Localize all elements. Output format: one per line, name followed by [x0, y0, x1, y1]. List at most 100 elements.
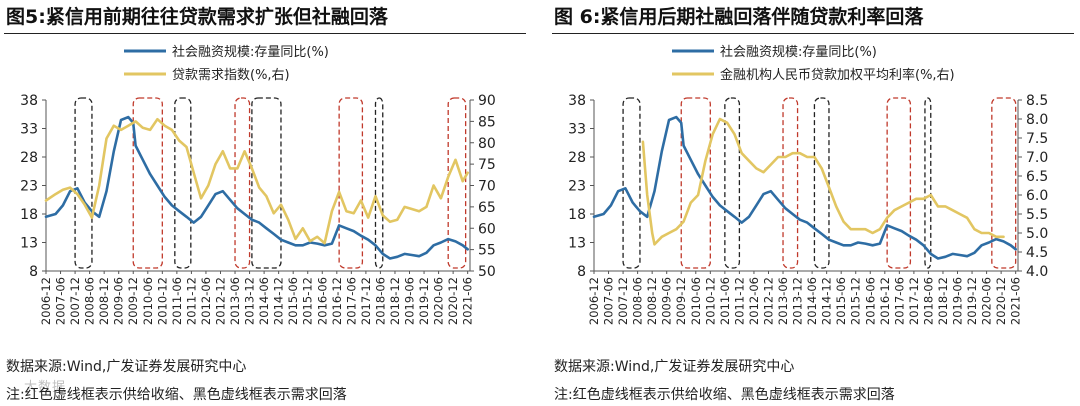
- y-right-tick-label: 7.5: [1026, 131, 1048, 147]
- chart-panel-left: 图5:紧信用前期往往贷款需求扩张但社融回落 8 13 18 23 28 33 38 50 55 6…: [0, 0, 530, 406]
- y-right-tick-label: 5.5: [1026, 207, 1048, 223]
- x-tick-label: 2021-06: [461, 277, 475, 325]
- y-left-tick-label: 33: [568, 122, 586, 138]
- x-tick-label: 2012-06: [199, 277, 213, 325]
- x-tick-label: 2014-12: [272, 277, 286, 325]
- y-right-tick-label: 6.0: [1026, 188, 1048, 204]
- x-tick-label: 2018-06: [373, 277, 387, 325]
- series-line-tsf-growth: [592, 115, 1018, 260]
- x-tick-label: 2007-06: [54, 277, 68, 325]
- x-tick-label: 2016-12: [878, 277, 892, 325]
- series-line-right-axis: [641, 117, 1005, 246]
- x-tick-label: 2019-06: [951, 277, 965, 325]
- supply-contraction-box: [680, 97, 711, 269]
- x-tick-label: 2015-12: [849, 277, 863, 325]
- supply-contraction-box: [782, 97, 799, 269]
- chart-panel-right: 图 6:紧信用后期社融回落伴随贷款利率回落 8 13 18 23 28 33 38 4.0 4.…: [548, 0, 1078, 406]
- demand-decline-box: [924, 97, 932, 269]
- y-left-tick-label: 18: [568, 207, 586, 223]
- x-tick-label: 2016-06: [863, 277, 877, 325]
- x-tick-label: 2015-06: [286, 277, 300, 325]
- x-tick-label: 2008-06: [83, 277, 97, 325]
- y-right-tick-label: 4.5: [1026, 245, 1048, 261]
- x-tick-label: 2012-12: [213, 277, 227, 325]
- y-left-tick-label: 28: [568, 150, 586, 166]
- y-right-tick-label: 60: [478, 221, 496, 237]
- series-line-tsf-growth: [44, 115, 470, 260]
- supply-contraction-box: [886, 97, 912, 269]
- source-note: 数据来源:Wind,广发证券发展研究中心: [6, 359, 247, 375]
- series-line-right-axis: [44, 117, 470, 245]
- x-tick-label: 2007-06: [602, 277, 616, 325]
- footnote: 注:红色虚线框表示供给收缩、黑色虚线框表示需求回落: [6, 387, 347, 403]
- x-tick-label: 2018-12: [388, 277, 402, 325]
- x-tick-label: 2009-12: [126, 277, 140, 325]
- demand-decline-box: [374, 97, 384, 269]
- x-tick-label: 2009-06: [660, 277, 674, 325]
- supply-contraction-box: [991, 97, 1017, 269]
- x-tick-label: 2010-06: [689, 277, 703, 325]
- x-tick-label: 2020-06: [980, 277, 994, 325]
- x-tick-label: 2010-06: [141, 277, 155, 325]
- supply-contraction-box: [338, 97, 364, 269]
- y-right-tick-label: 65: [478, 200, 496, 216]
- legend-label: 社会融资规模:存量同比(%): [720, 44, 877, 60]
- y-right-tick-label: 4.0: [1026, 264, 1048, 280]
- x-tick-label: 2016-06: [315, 277, 329, 325]
- y-right-tick-label: 50: [478, 264, 496, 280]
- footnote: 注:红色虚线框表示供给收缩、黑色虚线框表示需求回落: [554, 387, 895, 403]
- x-tick-label: 2016-12: [330, 277, 344, 325]
- title-divider: [552, 33, 1074, 34]
- y-left-tick-label: 23: [20, 179, 38, 195]
- x-tick-label: 2020-06: [432, 277, 446, 325]
- x-tick-label: 2019-06: [403, 277, 417, 325]
- legend-label: 贷款需求指数(%,右): [172, 68, 290, 83]
- x-tick-label: 2018-12: [936, 277, 950, 325]
- y-right-tick-label: 8.0: [1026, 112, 1048, 128]
- y-left-tick-label: 23: [568, 179, 586, 195]
- x-tick-label: 2010-12: [155, 277, 169, 325]
- x-tick-label: 2014-12: [820, 277, 834, 325]
- x-tick-label: 2012-12: [761, 277, 775, 325]
- x-tick-label: 2013-12: [243, 277, 257, 325]
- demand-decline-box: [724, 97, 741, 269]
- x-tick-label: 2011-12: [732, 277, 746, 325]
- x-tick-label: 2013-06: [228, 277, 242, 325]
- y-right-tick-label: 80: [478, 136, 496, 152]
- supply-contraction-box: [234, 97, 251, 269]
- y-right-tick-label: 75: [478, 157, 496, 173]
- y-left-tick-label: 33: [20, 122, 38, 138]
- demand-decline-box: [251, 97, 282, 269]
- supply-contraction-box: [447, 97, 467, 269]
- x-tick-label: 2007-12: [616, 277, 630, 325]
- x-tick-label: 2013-12: [791, 277, 805, 325]
- demand-decline-box: [174, 97, 192, 269]
- demand-decline-box: [622, 97, 641, 269]
- y-left-tick-label: 18: [20, 207, 38, 223]
- x-tick-label: 2018-06: [921, 277, 935, 325]
- x-tick-label: 2015-06: [834, 277, 848, 325]
- y-right-tick-label: 7.0: [1026, 150, 1048, 166]
- x-tick-label: 2009-12: [674, 277, 688, 325]
- y-left-tick-label: 13: [568, 236, 586, 252]
- x-tick-label: 2012-06: [747, 277, 761, 325]
- y-left-tick-label: 8: [29, 264, 38, 280]
- y-right-tick-label: 6.5: [1026, 169, 1048, 185]
- y-right-tick-label: 70: [478, 179, 496, 195]
- x-tick-label: 2007-12: [68, 277, 82, 325]
- x-tick-label: 2010-12: [703, 277, 717, 325]
- demand-decline-box: [74, 97, 93, 269]
- y-right-tick-label: 8.5: [1026, 93, 1048, 109]
- x-tick-label: 2019-12: [417, 277, 431, 325]
- x-tick-label: 2017-12: [359, 277, 373, 325]
- y-right-tick-label: 55: [478, 243, 496, 259]
- x-tick-label: 2017-06: [892, 277, 906, 325]
- x-tick-label: 2006-12: [39, 277, 53, 325]
- watermark: 大数据: [24, 380, 67, 395]
- x-tick-label: 2015-12: [301, 277, 315, 325]
- x-tick-label: 2020-12: [994, 277, 1008, 325]
- x-tick-label: 2014-06: [257, 277, 271, 325]
- y-left-tick-label: 38: [568, 93, 586, 109]
- source-note: 数据来源:Wind,广发证券发展研究中心: [554, 359, 795, 375]
